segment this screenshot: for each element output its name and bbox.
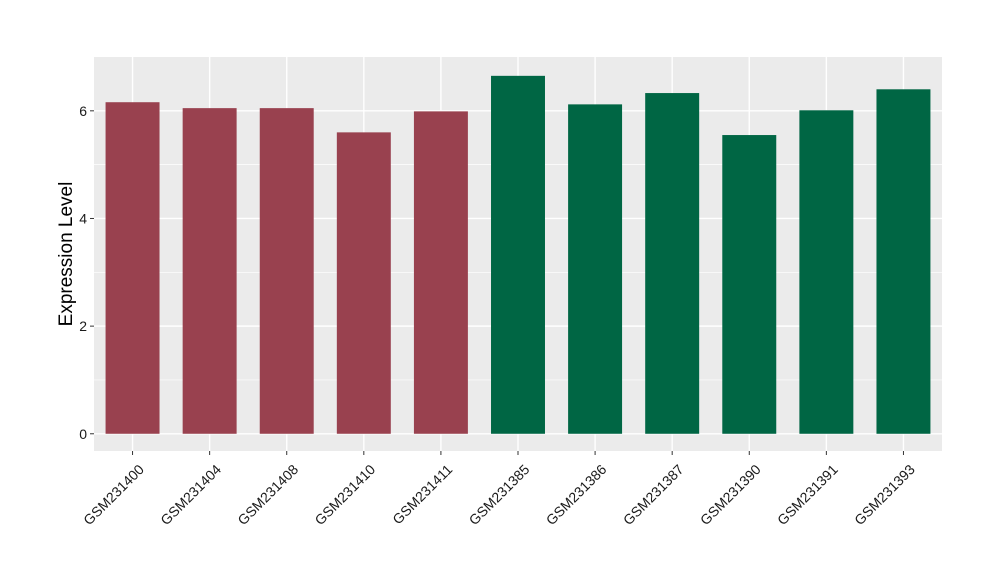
x-tick-label: GSM231400	[80, 461, 147, 528]
y-tick-label: 2	[79, 318, 87, 334]
x-axis: GSM231400 GSM231404 GSM231408 GSM231410 GSM2…	[80, 451, 918, 528]
x-tick-label: GSM231386	[543, 461, 610, 528]
bar-GSM231390	[722, 135, 777, 434]
bar-GSM231404	[182, 108, 237, 434]
x-tick-label: GSM231391	[774, 461, 841, 528]
x-tick-label: GSM231408	[234, 461, 301, 528]
y-tick-label: 6	[79, 103, 87, 119]
x-tick-label: GSM231387	[620, 461, 687, 528]
bar-GSM231387	[645, 93, 700, 434]
y-axis-title: Expression Level	[56, 182, 77, 327]
bar-GSM231393	[876, 89, 931, 434]
bar-GSM231411	[413, 111, 468, 434]
x-tick-label: GSM231411	[389, 461, 455, 527]
bar-GSM231391	[799, 110, 854, 434]
y-axis: 0 2 4 6	[79, 103, 94, 442]
y-tick-label: 0	[79, 426, 87, 442]
bar-GSM231385	[491, 75, 545, 434]
x-tick-label: GSM231410	[311, 461, 378, 528]
bar-GSM231400	[105, 102, 160, 434]
bar-GSM231408	[259, 108, 314, 434]
x-tick-label: GSM231404	[157, 461, 224, 528]
x-tick-label: GSM231390	[697, 461, 764, 528]
bars	[105, 75, 931, 434]
bar-GSM231386	[568, 104, 623, 434]
bar-GSM231410	[336, 132, 391, 434]
y-tick-label: 4	[79, 210, 87, 226]
x-tick-label: GSM231393	[851, 461, 918, 528]
x-tick-label: GSM231385	[466, 461, 533, 528]
